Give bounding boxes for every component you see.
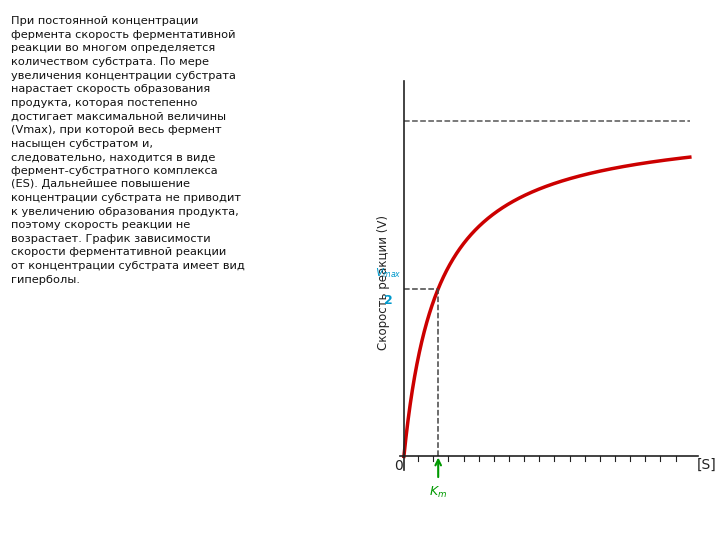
Text: Скорость реакции (V): Скорость реакции (V) xyxy=(377,214,390,349)
Text: $V_{max}$: $V_{max}$ xyxy=(375,267,402,280)
Text: При постоянной концентрации
фермента скорость ферментативной
реакции во многом о: При постоянной концентрации фермента ско… xyxy=(11,16,245,285)
Text: [S]: [S] xyxy=(697,458,716,472)
Text: 0: 0 xyxy=(394,459,402,473)
Text: $K_m$: $K_m$ xyxy=(429,485,447,500)
Text: 2: 2 xyxy=(384,294,392,307)
